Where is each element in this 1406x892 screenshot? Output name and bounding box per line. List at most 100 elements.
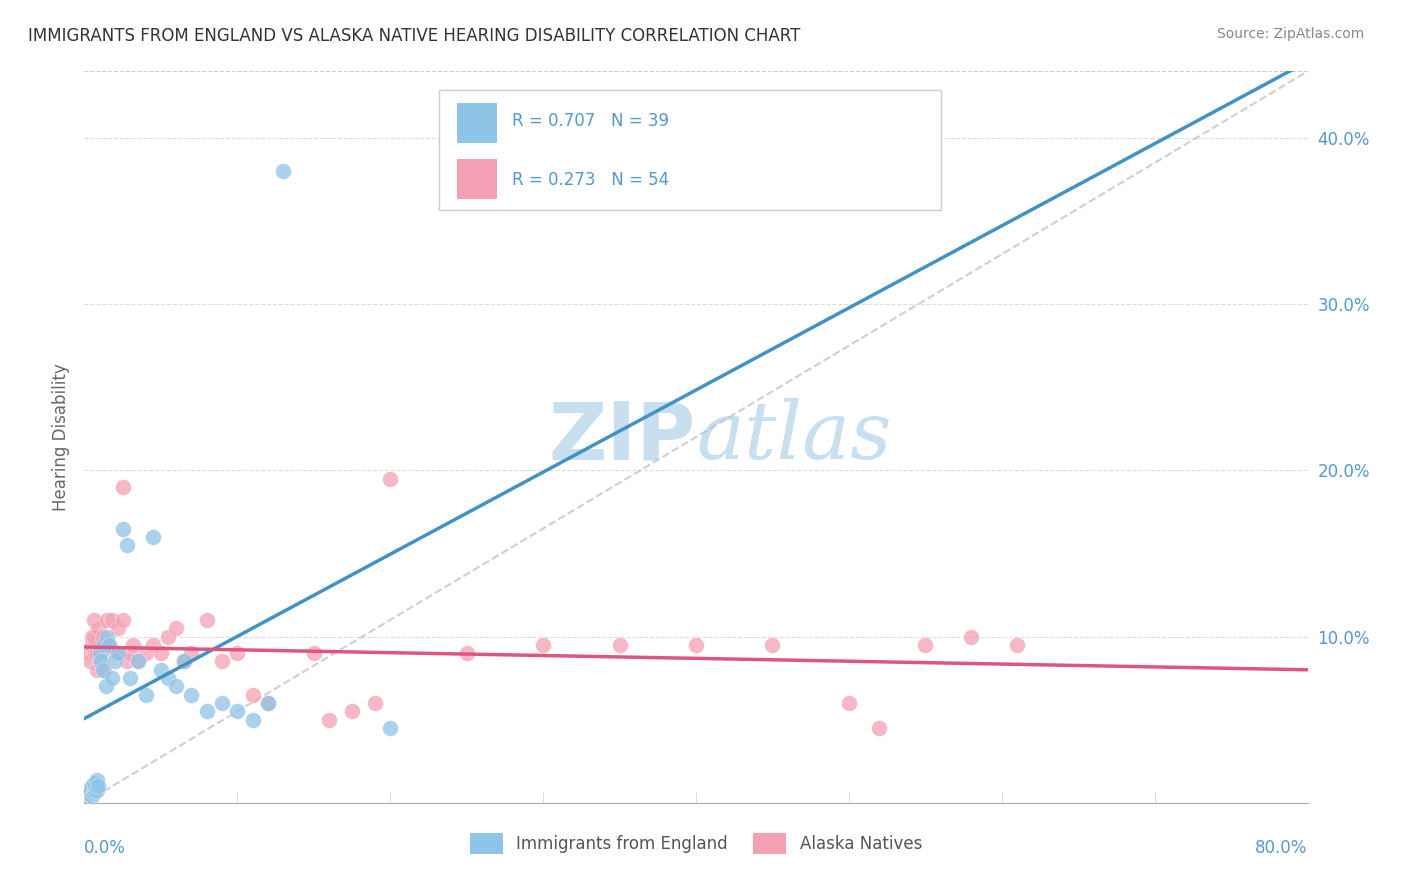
Point — [80, 630, 103, 644]
Point — [93, 638, 115, 652]
Point — [364, 696, 387, 710]
Text: IMMIGRANTS FROM ENGLAND VS ALASKA NATIVE HEARING DISABILITY CORRELATION CHART: IMMIGRANTS FROM ENGLAND VS ALASKA NATIVE… — [28, 27, 800, 45]
Point — [91, 630, 114, 644]
Point — [79, 655, 101, 669]
Point — [180, 688, 202, 702]
Point — [318, 713, 340, 727]
Point — [83, 613, 105, 627]
Point — [96, 630, 118, 644]
Point — [120, 671, 142, 685]
Point — [89, 655, 111, 669]
Point — [115, 538, 138, 552]
Point — [869, 721, 891, 735]
Legend: Immigrants from England, Alaska Natives: Immigrants from England, Alaska Natives — [463, 827, 929, 860]
Point — [97, 638, 120, 652]
Point — [135, 688, 157, 702]
Point — [80, 638, 103, 652]
Text: 0.0%: 0.0% — [84, 839, 127, 857]
Point — [111, 613, 134, 627]
Point — [107, 646, 129, 660]
Point — [89, 646, 111, 660]
Text: atlas: atlas — [696, 399, 891, 475]
Point — [127, 655, 149, 669]
Point — [165, 680, 187, 694]
Point — [104, 646, 127, 660]
Point — [226, 705, 249, 719]
Point — [157, 630, 180, 644]
Point — [93, 663, 115, 677]
Text: R = 0.707   N = 39: R = 0.707 N = 39 — [513, 112, 669, 130]
Point — [76, 782, 98, 797]
Point — [242, 688, 264, 702]
Point — [195, 705, 218, 719]
Point — [149, 646, 172, 660]
Point — [86, 663, 108, 677]
Text: 80.0%: 80.0% — [1256, 839, 1308, 857]
FancyBboxPatch shape — [439, 90, 941, 211]
Point — [180, 646, 202, 660]
Point — [97, 638, 120, 652]
Point — [149, 663, 172, 677]
Point — [86, 782, 108, 797]
Point — [257, 696, 280, 710]
Point — [89, 646, 111, 660]
Point — [84, 784, 107, 798]
Point — [91, 663, 114, 677]
Point — [531, 638, 554, 652]
Point — [1005, 638, 1028, 652]
Point — [761, 638, 783, 652]
Point — [86, 772, 108, 787]
Point — [914, 638, 936, 652]
Point — [456, 646, 478, 660]
Point — [86, 646, 108, 660]
Point — [77, 788, 100, 802]
Point — [90, 638, 112, 652]
Point — [165, 621, 187, 635]
Text: Source: ZipAtlas.com: Source: ZipAtlas.com — [1216, 27, 1364, 41]
Point — [101, 671, 124, 685]
Point — [90, 655, 112, 669]
Y-axis label: Hearing Disability: Hearing Disability — [52, 363, 70, 511]
Point — [101, 613, 124, 627]
Point — [157, 671, 180, 685]
FancyBboxPatch shape — [457, 103, 496, 143]
Point — [83, 786, 105, 800]
Point — [120, 646, 142, 660]
Point — [195, 613, 218, 627]
Text: ZIP: ZIP — [548, 398, 696, 476]
Point — [960, 630, 983, 644]
Point — [380, 721, 402, 735]
Point — [111, 480, 134, 494]
Point — [211, 696, 233, 710]
Point — [173, 655, 195, 669]
Point — [127, 655, 149, 669]
Point — [380, 472, 402, 486]
Point — [84, 779, 107, 793]
Point — [80, 779, 103, 793]
Text: R = 0.273   N = 54: R = 0.273 N = 54 — [513, 170, 669, 188]
Point — [87, 621, 110, 635]
Point — [142, 638, 165, 652]
Point — [340, 705, 363, 719]
FancyBboxPatch shape — [457, 159, 496, 200]
Point — [135, 646, 157, 660]
Point — [838, 696, 860, 710]
Point — [83, 630, 105, 644]
Point — [94, 680, 117, 694]
Point — [87, 779, 110, 793]
Point — [77, 646, 100, 660]
Point — [83, 776, 105, 790]
Point — [111, 521, 134, 535]
Point — [84, 646, 107, 660]
Point — [80, 789, 103, 804]
Point — [271, 164, 294, 178]
Point — [79, 782, 101, 797]
Point — [609, 638, 631, 652]
Point — [257, 696, 280, 710]
Point — [142, 530, 165, 544]
Point — [226, 646, 249, 660]
Point — [211, 655, 233, 669]
Point — [173, 655, 195, 669]
Point — [115, 655, 138, 669]
Point — [107, 621, 129, 635]
